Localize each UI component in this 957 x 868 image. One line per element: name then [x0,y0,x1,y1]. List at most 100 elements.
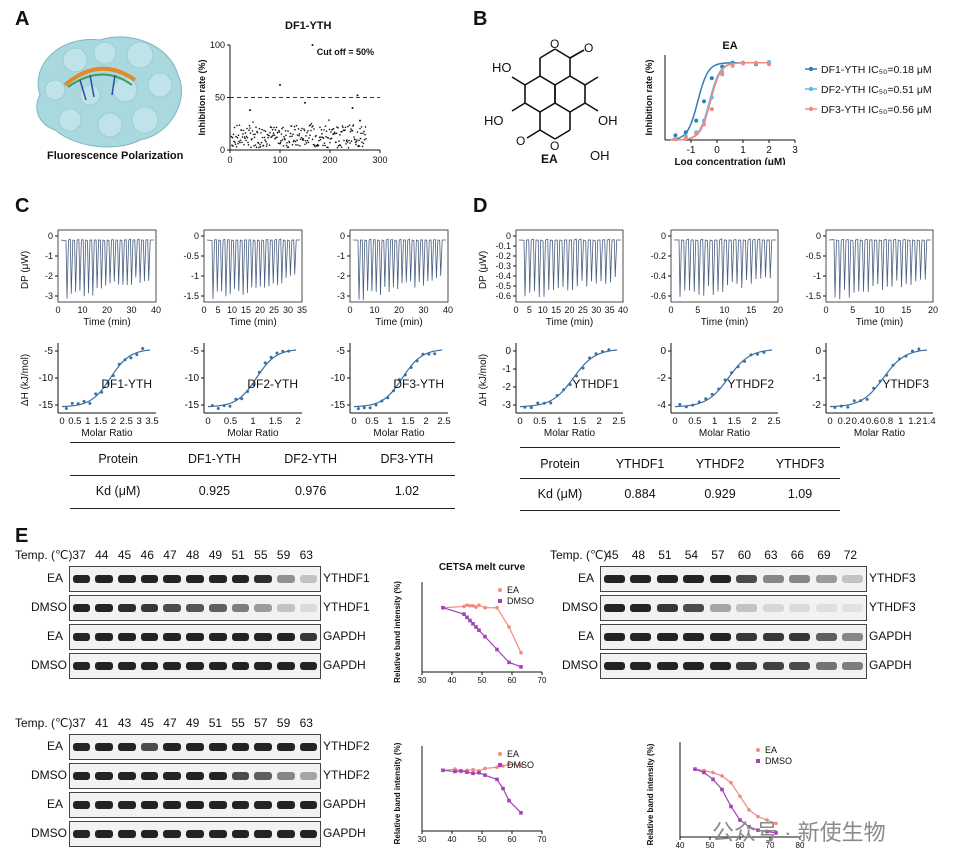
blot-band [140,604,159,612]
blot-band [683,604,705,612]
data-point [268,134,270,137]
data-point [754,60,758,65]
temp-value: 47 [163,548,177,562]
data-point [322,144,324,147]
blot-band [842,575,864,583]
data-point [297,144,299,146]
data-point [299,145,301,147]
legend-entry: DF2-YTH IC₅₀=0.51 μM [821,84,932,96]
isotherm-fit [674,349,773,408]
treatment-label: DMSO [31,658,67,672]
data-point [363,130,365,133]
protein-tag: YTHDF3 [869,600,916,614]
data-point [288,141,291,144]
legend-marker [498,763,502,767]
isotherm-point [356,407,360,411]
isotherm-point [839,404,843,408]
data-point [260,132,262,134]
mr-tick-label: 0.2 [838,416,851,427]
blot-band [789,575,811,583]
isotherm-point [588,356,592,360]
blot-band [299,743,318,751]
dh-tick-label: 0 [505,346,511,357]
panel-label-d: D [473,195,488,217]
blot-band [163,743,182,751]
isotherm-point [910,349,914,353]
mr-tick-label: 0 [351,416,356,427]
data-point [324,125,327,128]
time-tick-label: 30 [418,305,428,315]
dp-tick-label: -0.5 [805,251,821,261]
isotherm-fit [519,349,618,408]
melt-point [465,615,469,620]
time-tick-label: 10 [227,305,237,315]
blot-band [72,772,91,780]
blot-band [117,575,136,583]
x-tick-label: 60 [508,835,517,844]
blot-band [231,604,250,612]
blot-band [163,772,182,780]
dp-tick-label: -0.6 [650,291,666,301]
dp-axis-label: DP (μW) [478,251,489,289]
mr-tick-label: 1 [250,416,255,427]
melt-point [471,621,475,626]
isotherm-point [397,378,401,382]
blot-band [140,743,159,751]
mr-tick-label: 1 [387,416,392,427]
melt-point [471,603,475,608]
isotherm-point [891,363,895,367]
data-point [294,128,296,131]
group-o-3: O [550,139,559,153]
dh-tick-label: -10 [39,373,54,384]
data-point [305,142,308,144]
mr-axis-label: Molar Ratio [373,428,425,439]
legend-marker [756,759,760,763]
data-point [273,134,276,136]
melt-point [765,818,769,822]
isotherm-point [234,397,238,401]
melt-point [474,625,478,629]
blot-band [277,801,295,809]
isotherm-point [600,349,604,353]
data-point [286,141,288,144]
treatment-label: DMSO [31,826,67,840]
data-point [231,136,234,139]
protein-label: DF3-YTH [393,377,444,391]
panel-label-e: E [15,525,29,547]
blot-band [95,801,113,809]
blot-band [603,575,625,583]
temp-value: 60 [737,548,752,562]
data-point [361,141,363,143]
data-point [278,131,281,133]
data-point [310,129,312,132]
dh-tick-label: -1 [812,373,821,384]
mr-tick-label: 0 [59,416,64,427]
isotherm-point [885,373,889,377]
blot-band [736,633,758,641]
data-point [251,138,253,140]
temp-value: 44 [95,548,109,562]
data-point [280,140,282,142]
blot-band [254,575,273,583]
x-tick-label: 40 [448,835,457,844]
time-tick-label: 10 [719,305,729,315]
temp-value: 51 [658,548,672,562]
isotherm-point [427,352,431,356]
isotherm-point [684,405,688,409]
blot-band [842,633,864,641]
data-point [230,135,233,138]
data-point [243,136,246,138]
temp-value: 48 [631,548,646,562]
blot-band [72,743,91,751]
chart-title: EA [722,40,737,52]
data-point [343,139,345,142]
time-tick-label: 15 [551,305,561,315]
melt-point [501,786,505,791]
blot-band [277,575,295,583]
data-point [232,145,234,147]
mr-tick-label: 2.5 [437,416,450,427]
data-point [285,144,288,147]
time-tick-label: 10 [77,305,87,315]
data-point [285,134,287,136]
data-point [240,129,243,131]
